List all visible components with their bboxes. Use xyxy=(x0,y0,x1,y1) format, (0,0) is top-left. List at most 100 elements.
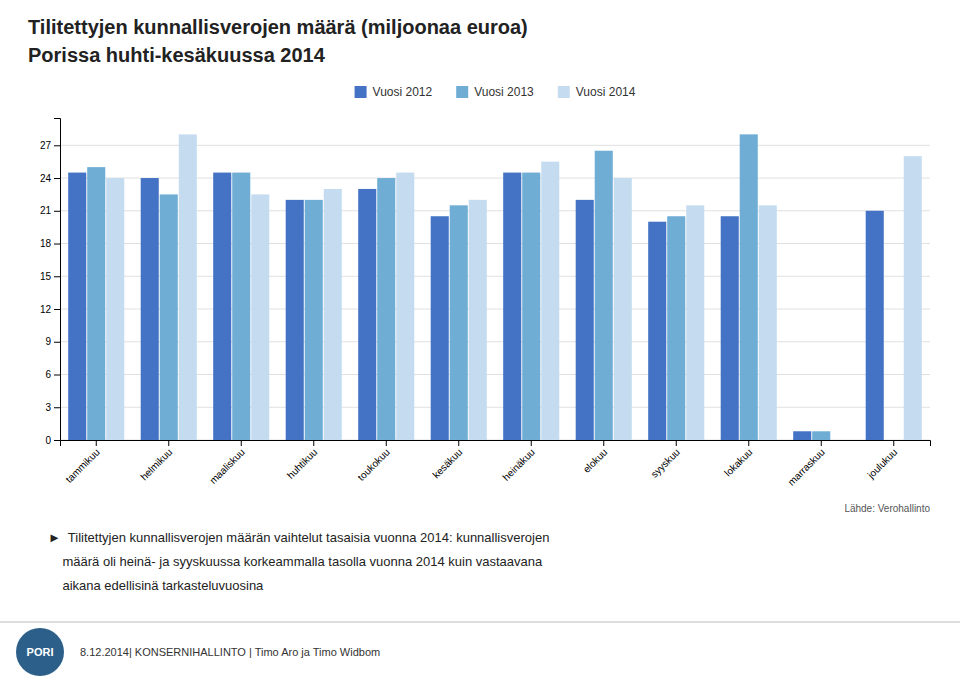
bar xyxy=(740,134,758,440)
y-tick: 9 xyxy=(45,336,60,347)
x-axis: tammikuu helmikuu maaliskuu huhtikuu toukoku… xyxy=(61,440,931,488)
y-axis-line xyxy=(54,119,61,441)
badge-label: PORI xyxy=(27,646,54,658)
bar xyxy=(759,205,777,440)
x-tick-label: maaliskuu xyxy=(207,446,247,486)
y-tick: 18 xyxy=(40,238,60,249)
x-tick-label: kesäkuu xyxy=(430,446,464,480)
bar xyxy=(213,173,231,440)
y-tick-label: 21 xyxy=(40,205,52,216)
bar xyxy=(541,162,559,440)
y-tick-mark xyxy=(54,375,60,376)
x-tick-label: joulukuu xyxy=(865,446,900,481)
bar xyxy=(232,173,250,440)
y-tick-label: 27 xyxy=(40,140,52,151)
y-tick-label: 0 xyxy=(45,435,51,446)
bar xyxy=(595,151,613,440)
y-tick-label: 18 xyxy=(40,238,52,249)
bars xyxy=(68,134,922,440)
y-tick-label: 3 xyxy=(45,402,51,413)
legend-label: Vuosi 2014 xyxy=(576,85,636,99)
x-tick: heinäkuu xyxy=(500,440,536,483)
x-tick-mark xyxy=(241,440,242,446)
y-tick: 21 xyxy=(40,205,60,216)
y-tick: 12 xyxy=(40,304,60,315)
y-tick: 27 xyxy=(40,140,60,151)
x-tick: marraskuu xyxy=(786,440,827,488)
bar xyxy=(358,189,376,440)
bar xyxy=(522,173,540,440)
x-tick-label: elokuu xyxy=(581,446,610,475)
bar xyxy=(106,178,124,440)
bar xyxy=(667,216,685,440)
y-tick-label: 15 xyxy=(40,271,52,282)
y-tick-mark xyxy=(54,309,60,310)
legend: Vuosi 2012 Vuosi 2013 Vuosi 2014 xyxy=(355,85,636,99)
x-tick: helmikuu xyxy=(138,440,174,482)
legend-label: Vuosi 2012 xyxy=(373,85,433,99)
x-tick: lokakuu xyxy=(722,440,754,479)
y-tick-label: 6 xyxy=(45,369,51,380)
bar xyxy=(469,200,487,440)
x-tick-mark xyxy=(603,440,604,446)
chart: Tilitettyjen kunnallisverojen määrä (mil… xyxy=(0,0,960,682)
x-tick-label: heinäkuu xyxy=(500,446,536,482)
x-tick: huhtikuu xyxy=(285,440,320,481)
bar xyxy=(812,431,830,440)
bar xyxy=(377,178,395,440)
legend-item: Vuosi 2014 xyxy=(558,85,636,99)
bar-series xyxy=(87,134,830,440)
bar xyxy=(305,200,323,440)
y-tick-mark xyxy=(54,178,60,179)
x-tick: syyskuu xyxy=(649,440,682,480)
legend-label: Vuosi 2013 xyxy=(474,85,534,99)
bar xyxy=(721,216,739,440)
legend-swatch xyxy=(558,86,570,98)
bar xyxy=(87,167,105,440)
x-tick-label: syyskuu xyxy=(649,446,682,479)
x-tick: joulukuu xyxy=(865,440,900,481)
y-tick: 15 xyxy=(40,271,60,282)
bar-series xyxy=(106,134,922,440)
bar xyxy=(396,173,414,440)
bar xyxy=(450,205,468,440)
x-tick: maaliskuu xyxy=(207,440,247,486)
legend-item: Vuosi 2012 xyxy=(355,85,433,99)
x-tick-label: huhtikuu xyxy=(285,446,320,481)
y-tick-mark xyxy=(54,145,60,146)
x-tick-label: lokakuu xyxy=(722,446,754,478)
y-tick: 0 xyxy=(45,435,60,446)
y-tick-label: 12 xyxy=(40,304,52,315)
subtitle: Porissa huhti-kesäkuussa 2014 xyxy=(28,44,326,66)
y-tick: 24 xyxy=(40,173,60,184)
bar xyxy=(885,440,903,441)
y-tick-mark xyxy=(54,342,60,343)
y-tick-mark xyxy=(54,276,60,277)
source-note: Lähde: Verohallinto xyxy=(844,503,930,514)
bar xyxy=(793,431,811,440)
bar xyxy=(431,216,449,440)
x-tick-mark xyxy=(386,440,387,446)
y-tick-mark xyxy=(54,211,60,212)
legend-swatch xyxy=(355,86,367,98)
x-tick: toukokuu xyxy=(355,440,391,483)
x-tick-mark xyxy=(313,440,314,446)
bar xyxy=(286,200,304,440)
y-axis: 0 3 6 9 12 15 18 21 24 27 xyxy=(40,119,61,446)
x-tick-mark xyxy=(96,440,97,446)
x-axis-line xyxy=(61,441,931,447)
y-tick: 6 xyxy=(45,369,60,380)
bar xyxy=(866,211,884,440)
bullet-text: ► Tilitettyjen kunnallisverojen määrän v… xyxy=(48,530,549,545)
bullet-text: määrä oli heinä- ja syyskuussa korkeamma… xyxy=(48,554,543,569)
bar xyxy=(68,173,86,440)
x-tick-label: toukokuu xyxy=(355,446,391,482)
bullet-text: aikana edellisinä tarkasteluvuosina xyxy=(48,578,264,593)
x-tick-mark xyxy=(893,440,894,446)
bar xyxy=(141,178,159,440)
x-tick-mark xyxy=(676,440,677,446)
y-tick-mark xyxy=(54,440,60,441)
x-tick: tammikuu xyxy=(63,440,101,485)
y-tick: 3 xyxy=(45,402,60,413)
x-tick-mark xyxy=(531,440,532,446)
